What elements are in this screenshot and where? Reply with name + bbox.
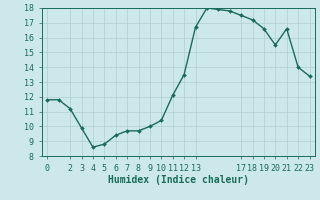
X-axis label: Humidex (Indice chaleur): Humidex (Indice chaleur) [108,175,249,185]
